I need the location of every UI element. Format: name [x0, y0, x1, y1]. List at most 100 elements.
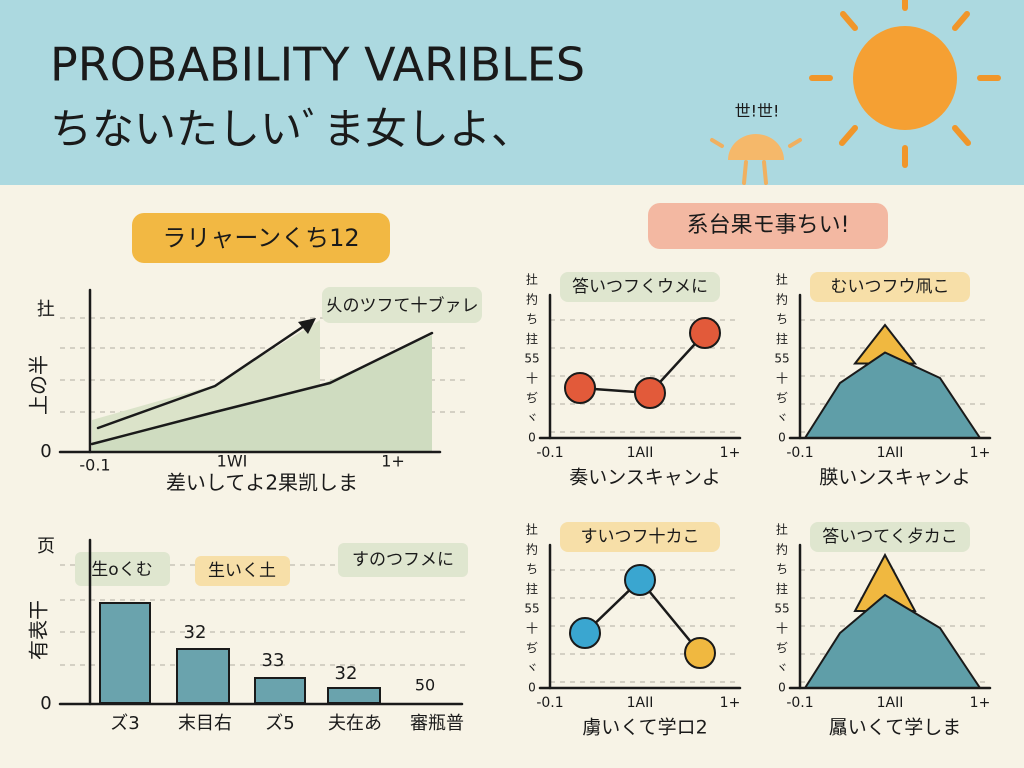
x-tick: 1AII — [627, 695, 654, 711]
x-tick: 1+ — [970, 695, 991, 711]
y-zero: 0 — [40, 441, 51, 462]
y-tick: ヾ — [776, 411, 788, 425]
sun-note: 世!世! — [735, 102, 780, 121]
x-label: 屭いくて学しま — [829, 717, 961, 739]
y-tick: 十 — [526, 371, 538, 385]
panel-title: すいつフ十カこ — [581, 527, 700, 547]
right-label: 系台果モ事ちい! — [687, 213, 850, 238]
bar-chart — [58, 538, 470, 706]
y-tick: ぢ — [526, 390, 538, 405]
x-label: 差いしてよ2果凯しま — [166, 471, 358, 495]
y-tick: 扚 — [526, 542, 538, 556]
line-chart — [58, 287, 482, 454]
x-label: 朠いンスキャンよ — [819, 467, 971, 489]
dot — [634, 377, 666, 409]
y-tick: 扚 — [776, 542, 788, 556]
x-label: 奏いンスキャンよ — [569, 467, 721, 489]
value-label: 32 — [335, 663, 358, 684]
y-tick: ぢ — [776, 390, 788, 405]
y-tick: ぢ — [776, 640, 788, 655]
x-tick: 1AII — [627, 445, 654, 461]
left-label: ラリャーンくち12 — [162, 224, 359, 252]
x-label: 虜いくて学ロ2 — [582, 717, 708, 739]
y-tick: 0 — [778, 431, 786, 445]
x-tick: -0.1 — [536, 445, 563, 461]
value-label: 50 — [415, 676, 435, 695]
x-tick: 1+ — [381, 452, 405, 471]
sun — [809, 0, 1001, 168]
y-tick: ヾ — [526, 411, 538, 425]
y-tick: 55 — [524, 352, 539, 366]
y-tick: ち — [526, 312, 538, 326]
y-tick: ヾ — [526, 661, 538, 675]
y-zero: 0 — [40, 693, 51, 714]
y-tick: ち — [776, 562, 788, 576]
y-tick: ち — [776, 312, 788, 326]
dot — [689, 317, 721, 349]
y-tick: ち — [526, 562, 538, 576]
category: ズ5 — [265, 713, 294, 734]
y-tick: 0 — [778, 681, 786, 695]
x-tick: 1+ — [720, 695, 741, 711]
title-pill — [810, 522, 970, 552]
y-tick: 55 — [774, 602, 789, 616]
panel-title: むいつフウ凧こ — [831, 277, 950, 297]
y-tick: 十 — [526, 621, 538, 635]
panel-title: 答いつフくウメに — [572, 277, 708, 297]
x-tick: -0.1 — [786, 445, 813, 461]
y-tick: ぢ — [526, 640, 538, 655]
category: 審瓶普 — [410, 713, 464, 734]
x-tick: 1WI — [217, 452, 248, 471]
dot — [569, 617, 601, 649]
title-pill — [560, 272, 720, 302]
x-tick: -0.1 — [79, 456, 110, 475]
value-label: 33 — [262, 650, 285, 671]
value-label: 32 — [184, 622, 207, 643]
left-label-pill — [132, 213, 390, 263]
category: ズ3 — [110, 713, 139, 734]
x-tick: -0.1 — [536, 695, 563, 711]
bar-tag: 生oくむ — [91, 560, 152, 580]
category: 夫在あ — [328, 713, 382, 734]
header-band — [0, 0, 1024, 185]
y-tick: 十 — [776, 621, 788, 635]
category: 末目右 — [178, 713, 232, 734]
y-tick: 扗 — [776, 272, 788, 287]
x-tick: 1AII — [877, 445, 904, 461]
y-label: 上の半 — [27, 355, 51, 415]
y-tick: 十 — [776, 371, 788, 385]
title-pill — [560, 522, 720, 552]
bar-tag: すのつフメに — [352, 550, 454, 570]
y-tick: ヾ — [776, 661, 788, 675]
y-tick: 拄 — [776, 581, 788, 596]
y-tick: 扗 — [526, 272, 538, 287]
title: PROBABILITY VARIBLES — [50, 38, 585, 92]
dot — [564, 372, 596, 404]
y-tick: 55 — [524, 602, 539, 616]
x-tick: 1+ — [970, 445, 991, 461]
y-tick: 扚 — [526, 292, 538, 306]
y-top: 扗 — [37, 299, 55, 320]
y-tick: 扗 — [776, 522, 788, 537]
y-tick: 0 — [528, 681, 536, 695]
right-label-pill — [648, 203, 888, 249]
y-tick: 拄 — [526, 581, 538, 596]
x-tick: -0.1 — [786, 695, 813, 711]
y-tick: 扗 — [526, 522, 538, 537]
x-tick: 1+ — [720, 445, 741, 461]
y-tick: 0 — [528, 431, 536, 445]
subtitle: ちないたしいﾞま女しよ、 — [50, 105, 533, 154]
small-sun — [710, 134, 802, 185]
y-label: 有表干 — [27, 600, 51, 660]
y-tick: 扚 — [776, 292, 788, 306]
bar-tag: 生いく土 — [208, 561, 276, 581]
dot — [624, 564, 656, 596]
y-tick: 55 — [774, 352, 789, 366]
y-tick: 拄 — [526, 331, 538, 346]
panel-title: 答いつてく歺カこ — [822, 527, 958, 547]
line-annotation: 乆のツフて十ブァレ — [326, 295, 479, 316]
x-tick: 1AII — [877, 695, 904, 711]
dot — [684, 637, 716, 669]
y-tick: 拄 — [776, 331, 788, 346]
